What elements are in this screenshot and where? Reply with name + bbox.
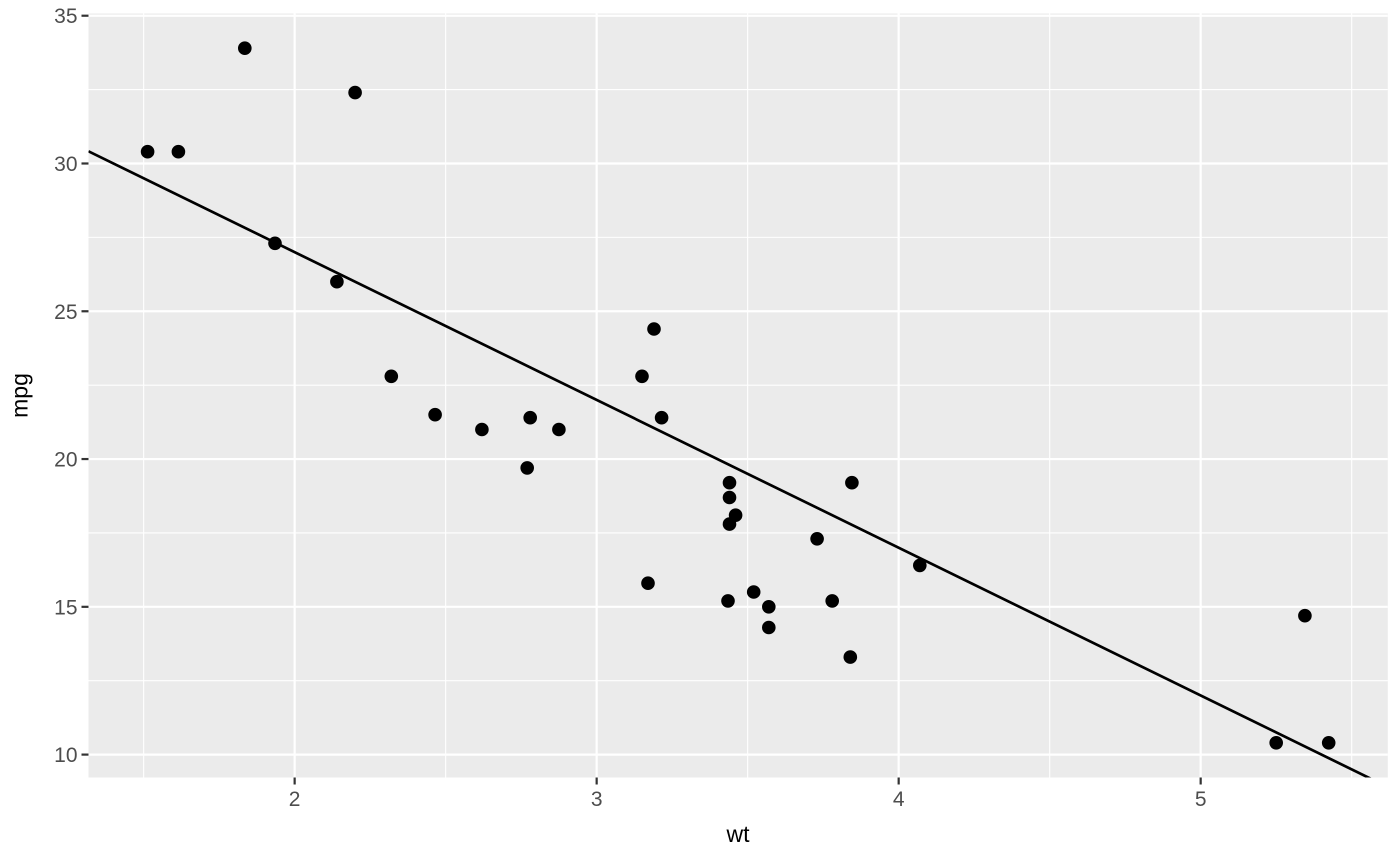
data-point xyxy=(520,461,534,475)
data-point xyxy=(635,369,649,384)
data-point xyxy=(825,594,839,608)
x-axis-title: wt xyxy=(726,821,750,847)
y-axis-tick-label: 10 xyxy=(54,744,77,767)
data-point xyxy=(428,407,442,422)
x-axis-tick-label: 2 xyxy=(289,788,301,811)
data-point xyxy=(552,422,566,437)
data-point xyxy=(171,144,186,159)
data-point xyxy=(722,490,737,505)
plot-panel xyxy=(88,13,1388,778)
y-axis-tick-label: 15 xyxy=(54,596,77,619)
data-point xyxy=(1298,608,1312,623)
data-point xyxy=(654,410,669,425)
data-point xyxy=(238,41,252,55)
data-point xyxy=(384,369,399,384)
data-point xyxy=(722,517,737,531)
data-point xyxy=(721,594,735,608)
data-point xyxy=(845,475,859,490)
data-point xyxy=(843,650,858,664)
y-axis-title: mpg xyxy=(6,373,33,418)
data-point xyxy=(810,532,824,546)
x-axis-tick-label: 4 xyxy=(893,788,905,811)
data-point xyxy=(1321,736,1336,750)
x-axis-tick-label: 3 xyxy=(591,788,603,811)
data-point xyxy=(330,274,344,289)
data-point xyxy=(475,422,489,437)
y-axis-tick-label: 25 xyxy=(54,301,77,324)
data-layer xyxy=(88,41,1372,778)
data-point xyxy=(140,144,155,159)
data-point xyxy=(647,322,661,336)
data-point xyxy=(1269,736,1283,750)
data-point xyxy=(762,600,776,614)
data-point xyxy=(523,410,537,425)
data-point xyxy=(348,85,362,100)
data-point xyxy=(913,558,927,573)
data-point xyxy=(722,475,737,490)
y-axis-tick-label: 35 xyxy=(54,5,77,28)
data-point xyxy=(746,585,761,599)
x-axis-tick-label: 5 xyxy=(1195,788,1207,811)
data-point xyxy=(641,576,655,590)
y-axis-tick-label: 30 xyxy=(54,153,77,176)
data-point xyxy=(762,620,776,635)
trend-line xyxy=(88,150,1372,778)
y-axis-tick-label: 20 xyxy=(54,449,77,472)
